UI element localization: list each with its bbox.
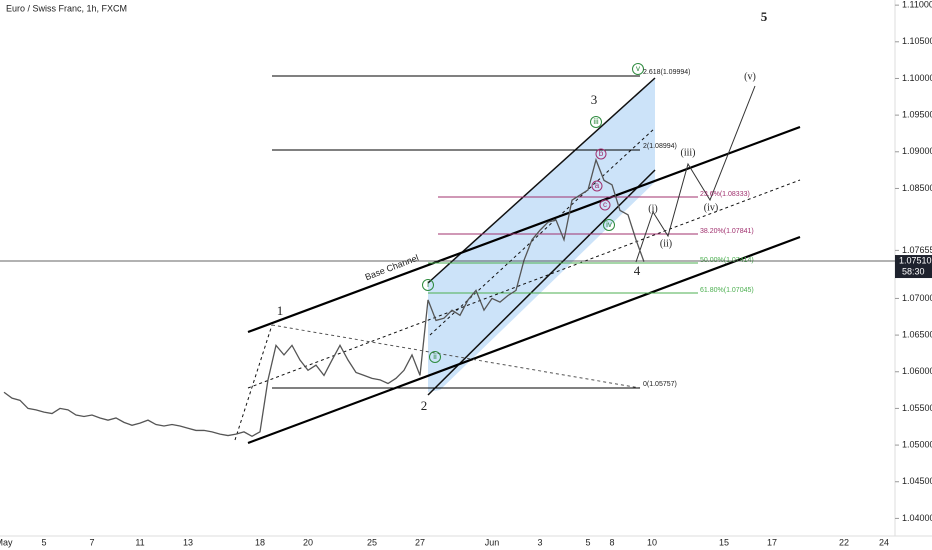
base-channel-mid — [247, 179, 801, 389]
y-tick-label: 1.08500 — [902, 183, 932, 193]
wave-label: (ii) — [660, 238, 672, 249]
wave-label: (v) — [744, 71, 756, 82]
y-tick-label: 1.06000 — [902, 366, 932, 376]
wave-label: b — [599, 149, 604, 158]
current-price-label: 1.07510 — [899, 255, 932, 265]
wave-label: c — [603, 200, 607, 209]
channel-fill — [428, 78, 655, 392]
wave-circle — [632, 63, 644, 75]
wave-label: v — [636, 64, 640, 73]
fib-label: 38.20%(1.07841) — [700, 228, 754, 235]
y-tick-label: 1.05500 — [902, 403, 932, 413]
wave-label: (i) — [648, 203, 657, 214]
x-tick-label: 3 — [537, 537, 542, 547]
wave-label: (iii) — [681, 147, 696, 158]
y-tick-label: 1.07655 — [902, 245, 932, 255]
base-channel-upper — [247, 125, 801, 334]
x-tick-label: 18 — [255, 537, 265, 547]
y-tick-label: 1.11000 — [902, 0, 932, 10]
wave-label: 3 — [591, 92, 598, 107]
fib-label: 2(1.08994) — [643, 143, 677, 150]
x-tick-label: 8 — [609, 537, 614, 547]
x-tick-label: 22 — [839, 537, 849, 547]
x-tick-label: 24 — [879, 537, 889, 547]
wave-label: (iv) — [704, 202, 718, 213]
wave-circle — [599, 199, 611, 211]
wave-label: 5 — [761, 9, 768, 24]
wave-label: iv — [606, 220, 612, 229]
y-tick-label: 1.10000 — [902, 73, 932, 83]
wave-circle — [590, 116, 602, 128]
wave-label: iii — [593, 117, 599, 126]
x-tick-label: 15 — [719, 537, 729, 547]
wave-line — [234, 324, 273, 441]
wave-label: ii — [433, 352, 437, 361]
y-tick-label: 1.06500 — [902, 329, 932, 339]
y-tick-label: 1.07000 — [902, 293, 932, 303]
fib-trend — [271, 324, 641, 389]
y-tick-label: 1.09000 — [902, 146, 932, 156]
fib-label: 50.00%(1.07414) — [700, 257, 754, 264]
x-tick-label: Jun — [485, 537, 500, 547]
channel-line — [427, 77, 656, 284]
current-price-box — [895, 255, 932, 279]
wave-circle — [591, 180, 603, 192]
y-tick-label: 1.04500 — [902, 476, 932, 486]
wave-label: a — [595, 181, 600, 190]
wave-label: i — [427, 280, 429, 289]
x-tick-label: 13 — [183, 537, 193, 547]
x-tick-label: 17 — [767, 537, 777, 547]
y-tick-label: 1.10500 — [902, 36, 932, 46]
base-channel-lower — [247, 235, 801, 445]
fib-label: 23.6%(1.08333) — [700, 191, 750, 198]
y-tick-label: 1.04000 — [902, 513, 932, 523]
fib-label: 0(1.05757) — [643, 381, 677, 388]
y-tick-label: 1.09500 — [902, 109, 932, 119]
wave-label: 2 — [421, 398, 428, 413]
x-tick-label: May — [0, 537, 13, 547]
wave-projection — [635, 85, 756, 263]
x-tick-label: 27 — [415, 537, 425, 547]
wave-circle — [603, 219, 615, 231]
fib-label: 61.80%(1.07045) — [700, 287, 754, 294]
x-tick-label: 25 — [367, 537, 377, 547]
x-tick-label: 10 — [647, 537, 657, 547]
countdown-label: 58:30 — [902, 266, 925, 276]
price-line — [3, 157, 645, 438]
channel-line — [427, 169, 656, 396]
x-tick-label: 5 — [41, 537, 46, 547]
x-tick-label: 20 — [303, 537, 313, 547]
wave-circle — [595, 148, 607, 160]
wave-circle — [429, 351, 441, 363]
x-tick-label: 5 — [585, 537, 590, 547]
wave-circle — [422, 279, 434, 291]
x-tick-label: 11 — [135, 537, 144, 547]
chart-title: Euro / Swiss Franc, 1h, FXCM — [6, 3, 127, 13]
x-tick-label: 7 — [89, 537, 94, 547]
wave-label: 4 — [634, 263, 641, 278]
y-tick-label: 1.05000 — [902, 439, 932, 449]
wave-label: 1 — [277, 303, 284, 318]
fib-label: 2.618(1.09994) — [643, 69, 690, 76]
